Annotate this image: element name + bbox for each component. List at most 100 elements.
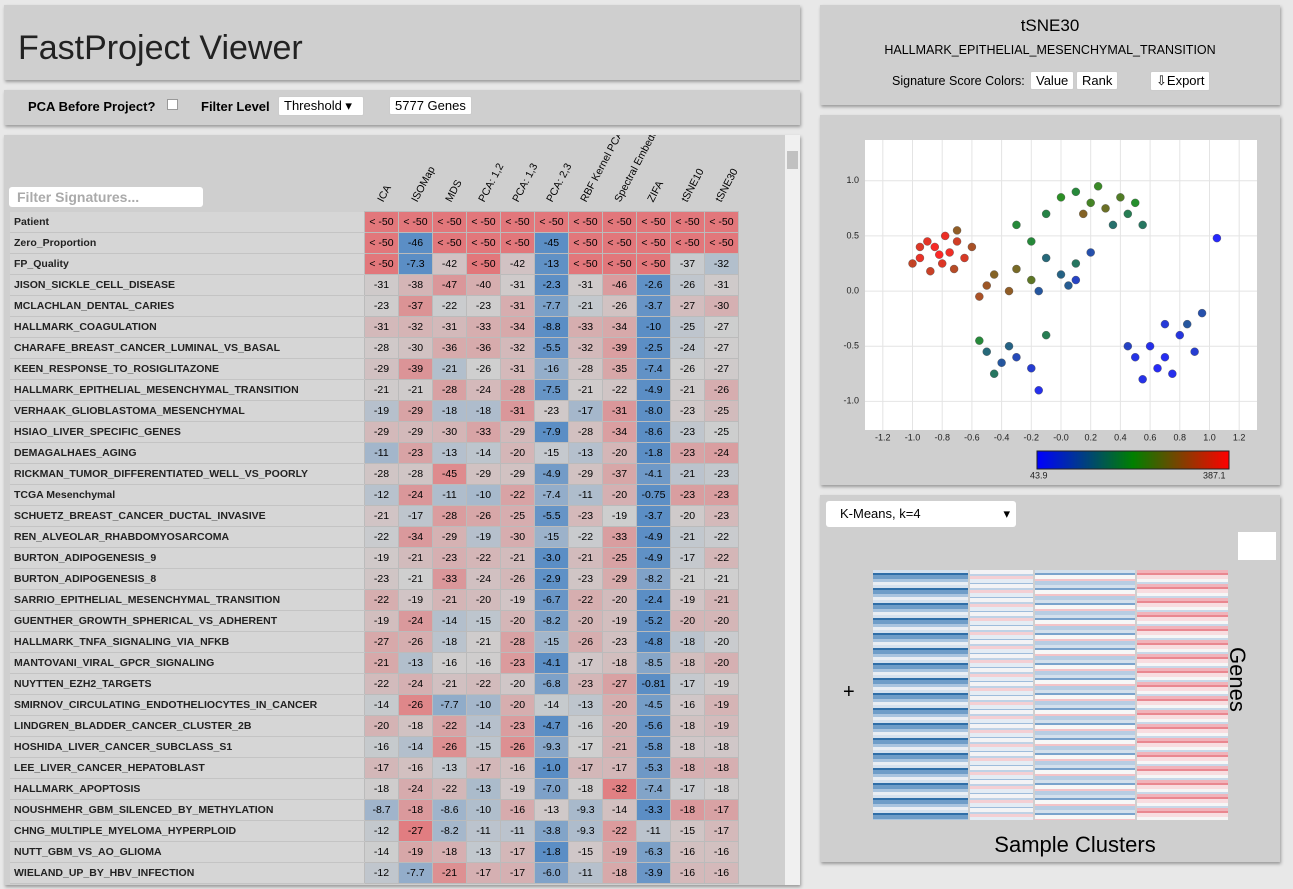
score-cell: < -50: [534, 211, 569, 233]
table-row: HALLMARK_EPITHELIAL_MESENCHYMAL_TRANSITI…: [10, 379, 739, 401]
filter-input[interactable]: Filter Signatures...: [9, 187, 203, 207]
point: [1160, 353, 1170, 362]
signature-name: NUTT_GBM_VS_AO_GLIOMA: [10, 841, 365, 863]
score-cell: -23: [568, 505, 603, 527]
score-cell: -22: [466, 547, 501, 569]
table-row: HALLMARK_COAGULATION -31 -32 -31 -33 -34 -8.8-…: [10, 316, 739, 338]
score-cell: -13: [534, 799, 569, 821]
score-cell: -14: [534, 694, 569, 716]
score-cell: -4.9: [534, 463, 569, 485]
cluster-select[interactable]: K-Means, k=4 ▾: [826, 501, 1016, 527]
score-cell: -4.9: [636, 379, 671, 401]
point: [960, 253, 969, 263]
score-cell: -24: [704, 442, 739, 464]
score-cell: -5.2: [636, 610, 671, 632]
score-cell: -19: [704, 694, 739, 716]
score-cell: -21: [364, 652, 399, 674]
score-cell: -20: [466, 589, 501, 611]
score-cell: -34: [398, 526, 433, 548]
score-cell: -31: [364, 274, 399, 296]
point: [1056, 193, 1066, 202]
controls: PCA Before Project? Filter Level Thresho…: [4, 90, 800, 125]
value-button[interactable]: Value: [1030, 71, 1075, 90]
score-cell: -13: [568, 694, 603, 716]
score-cell: -22: [602, 820, 637, 842]
score-cell: -21: [500, 547, 535, 569]
score-cell: < -50: [500, 232, 535, 254]
signature-name: MANTOVANI_VIRAL_GPCR_SIGNALING: [10, 652, 365, 674]
score-cell: -21: [432, 673, 467, 695]
score-cell: -22: [602, 379, 637, 401]
point: [997, 358, 1006, 367]
score-cell: -18: [670, 799, 705, 821]
score-cell: -20: [670, 610, 705, 632]
score-cell: -11: [500, 820, 535, 842]
table-row: REN_ALVEOLAR_RHABDOMYOSARCOMA -22 -34 -29 -1…: [10, 526, 739, 548]
score-cell: -18: [398, 715, 433, 737]
score-cell: -21: [398, 547, 433, 569]
score-cell: -46: [602, 274, 637, 296]
point: [1027, 237, 1036, 246]
score-cell: -24: [670, 337, 705, 359]
pca-checkbox[interactable]: [167, 99, 178, 110]
signature-name: KEEN_RESPONSE_TO_ROSIGLITAZONE: [10, 358, 365, 380]
table-row: FP_Quality < -50 -7.3 -42 < -50 -42 -13 < -50 < …: [10, 253, 739, 275]
score-cell: -4.5: [636, 694, 671, 716]
score-cell: -27: [602, 673, 637, 695]
point: [1131, 353, 1140, 362]
signature-name: GUENTHER_GROWTH_SPHERICAL_VS_ADHERENT: [10, 610, 365, 632]
score-cell: -27: [704, 316, 739, 338]
filter-select[interactable]: Threshold ▾: [278, 96, 364, 116]
rank-button[interactable]: Rank: [1076, 71, 1119, 90]
score-cell: < -50: [704, 211, 739, 233]
table-row: HSIAO_LIVER_SPECIFIC_GENES -29 -29 -30 -33 -2…: [10, 421, 739, 443]
score-cell: -32: [602, 778, 637, 800]
table-row: KEEN_RESPONSE_TO_ROSIGLITAZONE -29 -39 -21-…: [10, 358, 739, 380]
score-cell: -8.6: [636, 421, 671, 443]
score-cell: -27: [704, 358, 739, 380]
x-tick-label: -0.4: [994, 432, 1010, 442]
score-cell: -25: [670, 316, 705, 338]
point: [930, 242, 939, 252]
score-cell: -29: [398, 421, 433, 443]
signature-name: REN_ALVEOLAR_RHABDOMYOSARCOMA: [10, 526, 365, 548]
score-cell: -31: [500, 274, 535, 296]
expand-button[interactable]: +: [843, 681, 855, 703]
score-cell: -18: [602, 652, 637, 674]
score-cell: -20: [602, 589, 637, 611]
signature-name: HALLMARK_EPITHELIAL_MESENCHYMAL_TRANSITI…: [10, 379, 365, 401]
score-cell: -23: [704, 505, 739, 527]
score-cell: -19: [602, 505, 637, 527]
score-cell: -4.7: [534, 715, 569, 737]
signature-table: Patient < -50 < -50 < -50 < -50 < -50 < -50 < -…: [10, 211, 739, 884]
score-cell: -37: [398, 295, 433, 317]
score-cell: -19: [364, 400, 399, 422]
score-cell: -6.7: [534, 589, 569, 611]
x-tick-label: 0.2: [1084, 432, 1097, 442]
signature-name: WIELAND_UP_BY_HBV_INFECTION: [10, 862, 365, 884]
score-cell: -30: [432, 421, 467, 443]
score-cell: -20: [500, 442, 535, 464]
score-cell: -8.2: [534, 610, 569, 632]
export-button[interactable]: ⇩Export: [1150, 71, 1211, 91]
score-cell: -16: [500, 799, 535, 821]
signature-name: LEE_LIVER_CANCER_HEPATOBLAST: [10, 757, 365, 779]
score-cell: -30: [398, 337, 433, 359]
y-tick-label: 0.5: [846, 230, 859, 240]
score-cell: -22: [568, 589, 603, 611]
score-cell: -9.3: [568, 799, 603, 821]
score-cell: -23: [670, 400, 705, 422]
score-cell: -2.9: [534, 568, 569, 590]
score-cell: -23: [602, 631, 637, 653]
scrollbar[interactable]: [785, 135, 800, 885]
score-cell: < -50: [466, 232, 501, 254]
point: [935, 250, 944, 259]
signature-name: BURTON_ADIPOGENESIS_9: [10, 547, 365, 569]
score-cell: -21: [670, 526, 705, 548]
score-cell: -23: [670, 484, 705, 506]
score-cell: -19: [704, 673, 739, 695]
score-cell: -7.0: [534, 778, 569, 800]
score-cell: -18: [670, 652, 705, 674]
score-cell: -11: [364, 442, 399, 464]
table-row: LEE_LIVER_CANCER_HEPATOBLAST -17 -16 -13 -17…: [10, 757, 739, 779]
